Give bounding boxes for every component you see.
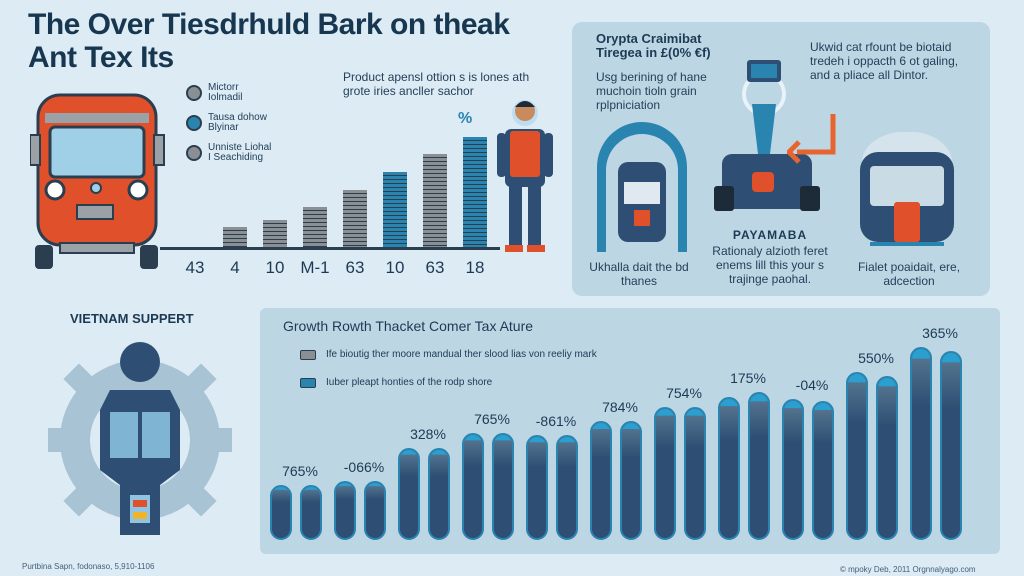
legend-item: Ife bioutig ther moore mandual ther sloo… (300, 349, 597, 360)
legend-label: Iolmadil (208, 92, 243, 103)
bar (270, 484, 292, 540)
page-title: The Over Tiesdrhuld Bark on theak Ant Te… (28, 8, 588, 74)
x-tick-label: 10 (265, 258, 285, 277)
tunnel-vehicle-icon (597, 122, 687, 252)
title-line-2: Ant Tex Its (28, 41, 174, 74)
x-tick-label: 18 (465, 258, 485, 277)
title-line-1: The Over Tiesdrhuld Bark on theak (28, 8, 510, 41)
x-tick-label: 63 (425, 258, 445, 277)
section-title: VIETNAM SUPPERT (70, 311, 194, 326)
legend-label: Mictorr (208, 82, 239, 93)
van-icon (860, 132, 954, 246)
bar (463, 137, 487, 247)
caption-center: Rationaly alzioth feret enems lill this … (712, 244, 828, 286)
legend-swatch (186, 145, 202, 161)
data-label: -066% (343, 458, 385, 475)
bar (654, 406, 676, 540)
legend-label: Blyinar (208, 122, 239, 133)
bar (398, 447, 420, 540)
data-label: -861% (535, 413, 577, 430)
legend-label: Iuber pleapt honties of the rodp shore (326, 377, 493, 388)
panel-title: Orypta Craimibat Tiregea in £(0% €f) (596, 32, 711, 60)
bar (334, 480, 356, 540)
x-tick-label: 10 (385, 258, 405, 277)
data-label: 328% (410, 425, 446, 442)
bar (423, 153, 447, 247)
legend-item: Unniste Liohal I Seachiding (186, 143, 271, 163)
bar (684, 406, 706, 540)
bar (223, 227, 247, 247)
worker-illustration (497, 100, 553, 252)
footer-text: Purtbina Sapn, fodonaso, 5,910-1106 (22, 562, 155, 571)
arrow-icon (787, 114, 836, 164)
x-tick-label: 63 (345, 258, 365, 277)
legend-item: Tausa dohow Blyinar (186, 113, 267, 133)
caption-title: PAYAMABA (732, 228, 808, 242)
x-tick-label: M-1 (300, 258, 330, 277)
bar (300, 484, 322, 540)
panel-title-line: Tiregea in £(0% €f) (596, 45, 711, 60)
bar (876, 376, 898, 540)
legend-swatch (300, 377, 316, 388)
intro-text: Product apensl ottion s is lones ath gro… (343, 70, 530, 98)
bar (556, 435, 578, 540)
bar (718, 396, 740, 540)
legend-label: Ife bioutig ther moore mandual ther sloo… (326, 349, 597, 360)
bar (303, 207, 327, 247)
panel-title-line: Orypta Craimibat (596, 31, 702, 46)
bar (462, 433, 484, 540)
bar (910, 347, 932, 540)
x-tick-label: 43 (185, 258, 205, 277)
legend-label: I Seachiding (208, 152, 264, 163)
bar (364, 480, 386, 540)
data-label: 754% (666, 384, 702, 401)
scanner-vehicle-icon (714, 60, 820, 211)
caption-right: Fialet poaidait, ere, adcection (857, 260, 961, 288)
legend-item: Iuber pleapt honties of the rodp shore (300, 377, 492, 388)
bar (590, 421, 612, 540)
bar (383, 172, 407, 247)
panel-right-text: Ukwid cat rfount be biotaid tredeh i opp… (810, 40, 959, 82)
process-panel: Orypta Craimibat Tiregea in £(0% €f) Usg … (572, 22, 990, 296)
bar (492, 433, 514, 540)
chart-baseline (160, 247, 500, 250)
growth-chart-panel: Growth Rowth Thacket Comer Tax Ature Ife… (260, 308, 1000, 554)
panel-left-text: Usg berining of hane muchoin tioln grain… (596, 70, 707, 112)
legend-label: Tausa dohow (208, 112, 267, 123)
x-tick-label: 4 (230, 258, 240, 277)
legend-swatch (186, 115, 202, 131)
legend-item: Mictorr Iolmadil (186, 83, 242, 103)
legend-label: Unniste Liohal (208, 142, 272, 153)
data-label: 365% (922, 325, 958, 342)
bar (620, 421, 642, 540)
data-label: 550% (858, 349, 894, 366)
chart-title: Growth Rowth Thacket Comer Tax Ature (283, 318, 534, 334)
bar (782, 398, 804, 540)
data-label: 765% (282, 462, 318, 479)
bus-illustration (30, 93, 165, 269)
bar (428, 447, 450, 540)
credit-text: © mpoky Deb, 2011 Orgnnalyago.com (840, 565, 976, 574)
bar (343, 189, 367, 247)
support-figure-icon (48, 342, 232, 535)
bar (748, 392, 770, 540)
bar (263, 219, 287, 247)
bar (940, 351, 962, 540)
bar (526, 435, 548, 540)
data-label: 765% (474, 411, 510, 428)
legend-swatch (186, 85, 202, 101)
data-label: -04% (795, 376, 829, 393)
bar (846, 371, 868, 540)
data-label: 784% (602, 399, 638, 416)
bar (812, 400, 834, 540)
percent-icon: % (458, 110, 473, 127)
caption-left: Ukhalla dait the bd thanes (589, 260, 689, 288)
data-label: 175% (730, 370, 766, 387)
legend-swatch (300, 349, 316, 360)
